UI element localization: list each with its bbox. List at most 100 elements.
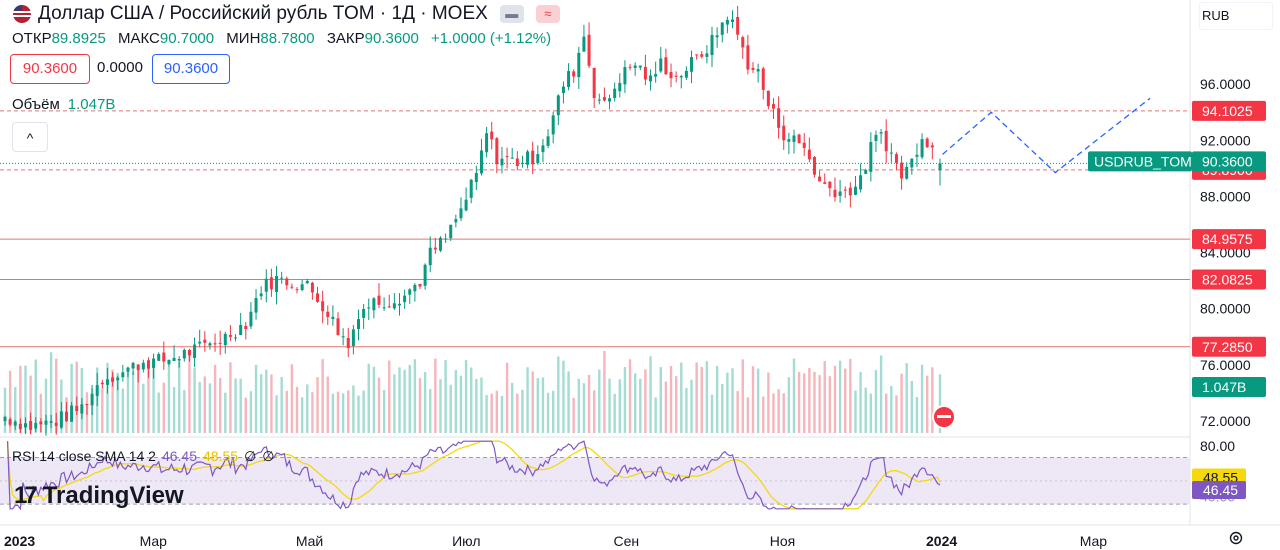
open-value: 89.8925 [51, 30, 106, 47]
candle-body [551, 115, 555, 135]
volume-bar [895, 395, 898, 433]
volume-bar [879, 355, 883, 433]
volume-bar [741, 359, 744, 433]
volume-bar [490, 393, 493, 433]
volume-bar [244, 397, 247, 433]
candle-body [90, 393, 94, 406]
volume-bar [157, 392, 160, 433]
collapse-legend-button[interactable]: ^ [12, 122, 48, 152]
candle-body [643, 66, 647, 80]
volume-bar [439, 379, 442, 433]
candle-body [64, 411, 68, 422]
volume-bar [587, 374, 591, 433]
volume-bar [275, 395, 278, 433]
level-label-4: 77.2850 [1202, 339, 1253, 355]
candle-body [720, 22, 724, 35]
candle-body [633, 65, 637, 68]
volume-bar [649, 356, 652, 433]
volume-bar [321, 359, 324, 433]
volume-bar [705, 361, 709, 433]
candle-body [879, 132, 883, 134]
time-axis-label: Ноя [770, 533, 795, 549]
candle-body [413, 284, 417, 292]
volume-bar [382, 389, 386, 433]
wave-icon[interactable]: ≈ [535, 5, 560, 23]
last-volume-label: 1.047B [1202, 379, 1246, 395]
candle-body [392, 303, 396, 309]
volume-bar [639, 378, 642, 433]
volume-bar [680, 362, 683, 433]
currency-selector[interactable]: RUB [1199, 2, 1273, 30]
volume-bar [198, 381, 201, 433]
volume-bar [290, 364, 294, 433]
volume-bar [833, 365, 837, 433]
volume-bar [756, 368, 760, 433]
candle-body [310, 282, 314, 293]
volume-bar [454, 369, 458, 433]
candle-body [654, 74, 658, 77]
candle-body [469, 179, 473, 198]
candle-body [915, 154, 919, 157]
candle-body [218, 342, 222, 344]
candle-body [249, 311, 253, 327]
volume-bar [869, 393, 873, 433]
buy-price-box[interactable]: 90.3600 [152, 54, 230, 84]
candle-body [777, 108, 781, 128]
volume-bar [746, 397, 750, 433]
volume-bar [398, 367, 401, 433]
volume-bar [695, 362, 698, 433]
volume-bar [541, 377, 545, 433]
candle-body [905, 166, 909, 179]
symbol-title-row[interactable]: Доллар США / Российский рубль TOM · 1Д ·… [12, 3, 560, 25]
volume-legend: Объём 1.047B [12, 96, 115, 113]
candle-body [244, 325, 248, 330]
candle-body [146, 360, 150, 369]
volume-bar [511, 382, 514, 433]
candle-body [141, 362, 145, 370]
candle-body [797, 134, 801, 144]
candle-body [623, 67, 627, 85]
tradingview-mark-icon: 17 [14, 482, 38, 509]
volume-bar [485, 394, 488, 433]
candle-body [300, 284, 304, 290]
gear-icon[interactable] [1228, 530, 1244, 546]
volume-bar [295, 386, 299, 433]
volume-bar [813, 371, 816, 433]
volume-bar [213, 364, 217, 433]
candle-body [930, 145, 934, 148]
volume-bar [239, 378, 242, 433]
volume-bar [674, 376, 678, 433]
candle-body [326, 311, 330, 318]
candle-body [423, 264, 427, 286]
volume-bar [777, 389, 780, 433]
candle-body [561, 86, 565, 94]
candle-body [869, 142, 873, 172]
volume-bar [931, 367, 934, 433]
volume-bar [418, 378, 422, 433]
time-axis-label: Мар [140, 533, 168, 549]
candle-body [152, 358, 156, 368]
candle-body [884, 130, 888, 152]
volume-bar [664, 381, 668, 433]
candle-body [577, 52, 581, 78]
ohlc-legend: ОТКР89.8925 МАКС90.7000 МИН88.7800 ЗАКР9… [12, 30, 559, 47]
volume-bar [782, 393, 785, 433]
candle-body [572, 71, 576, 77]
minus-icon[interactable]: ▬ [499, 5, 524, 23]
candle-body [316, 293, 320, 302]
candle-body [859, 175, 863, 190]
time-axis-label: Июл [452, 533, 480, 549]
sell-price-box[interactable]: 90.3600 [10, 54, 90, 84]
candle-body [536, 154, 540, 164]
symbol-title[interactable]: Доллар США / Российский рубль TOM · 1Д ·… [38, 3, 488, 24]
time-axis-label: Мар [1080, 533, 1108, 549]
rsi-value-label: 46.45 [1203, 482, 1238, 498]
volume-bar [142, 383, 145, 433]
volume-bar [413, 359, 417, 433]
candle-body [23, 423, 27, 428]
volume-bar [423, 372, 427, 433]
candle-body [679, 76, 683, 78]
candle-body [95, 385, 99, 397]
tradingview-logo[interactable]: 17 TradingView [14, 482, 184, 510]
